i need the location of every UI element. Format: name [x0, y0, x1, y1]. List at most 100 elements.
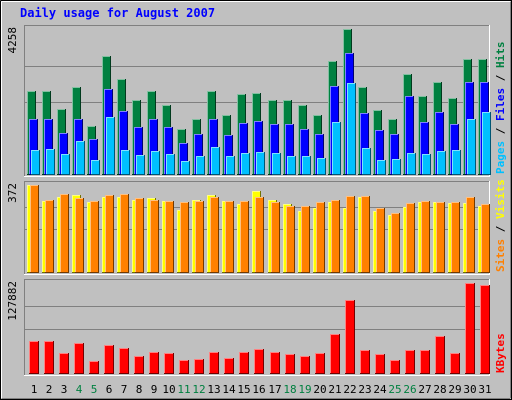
bar-pages-day-15 [241, 153, 250, 175]
bar-sites-day-2 [45, 200, 54, 273]
bar-highlight [465, 82, 474, 175]
bar-sites-day-30 [466, 197, 475, 273]
bar-highlight [134, 127, 143, 175]
bar-highlight [373, 110, 382, 175]
x-axis-labels: 1 2 3 4 5 6 7 8 9 10 11 12 13 14 15 16 17 18 19 20 21 22 23 24 2… [31, 383, 492, 396]
bar-highlight [268, 100, 277, 175]
bar-kbytes-day-22 [345, 300, 355, 374]
bar-highlight [298, 105, 307, 175]
x-tick-label: 24 [373, 383, 387, 396]
bar-highlight [467, 119, 476, 175]
x-tick-label: 5 [91, 383, 98, 396]
bar-shadow [165, 201, 174, 273]
bar-pages-day-8 [136, 155, 145, 175]
bar-files-day-12 [194, 134, 203, 175]
bar-highlight [360, 350, 370, 374]
bar-shadow [149, 352, 159, 374]
bar-shadow [390, 360, 400, 374]
bar-pages-day-24 [377, 160, 386, 175]
bar-highlight [270, 352, 280, 374]
bar-highlight [466, 197, 475, 273]
bar-sites-day-19 [301, 206, 310, 273]
bar-shadow [362, 148, 371, 175]
bar-sites-day-17 [271, 202, 280, 273]
bar-shadow [104, 345, 114, 374]
bar-shadow [150, 200, 159, 273]
bar-shadow [437, 151, 446, 175]
bar-highlight [316, 202, 325, 273]
bar-highlight [149, 119, 158, 175]
bar-shadow [255, 197, 264, 273]
bar-files-day-26 [405, 96, 414, 175]
bar-shadow [405, 350, 415, 374]
x-tick-label: 1 [31, 383, 38, 396]
bar-files-day-1 [29, 119, 38, 175]
bar-sites-day-24 [376, 208, 385, 273]
bar-highlight [388, 119, 397, 175]
bar-highlight [241, 153, 250, 175]
bar-files-day-18 [285, 124, 294, 175]
bar-kbytes-day-10 [164, 353, 174, 374]
bar-sites-day-13 [210, 197, 219, 273]
bar-files-day-28 [435, 112, 444, 175]
bar-highlight [210, 197, 219, 273]
bar-highlight [135, 198, 144, 273]
bar-highlight [29, 341, 39, 374]
bar-kbytes-day-11 [179, 360, 189, 374]
bar-pages-day-9 [151, 151, 160, 175]
bar-shadow [166, 154, 175, 175]
bar-pages-day-4 [76, 141, 85, 175]
bar-sites-day-9 [150, 200, 159, 273]
bar-highlight [256, 152, 265, 175]
bar-sites-day-18 [286, 206, 295, 273]
bar-highlight [44, 119, 53, 175]
bar-highlight [272, 153, 281, 175]
bar-pages-day-21 [332, 122, 341, 175]
bar-pages-day-27 [422, 154, 431, 175]
bar-kbytes-day-8 [134, 356, 144, 374]
bar-shadow [239, 352, 249, 374]
bar-shadow [90, 201, 99, 273]
bar-highlight [180, 202, 189, 273]
legend-entry: Hits [494, 42, 507, 69]
bar-kbytes-day-9 [149, 352, 159, 374]
bar-shadow [435, 336, 445, 374]
bar-shadow [406, 203, 415, 273]
bar-highlight [119, 348, 129, 374]
legend-entry: Pages [494, 141, 507, 174]
series-sites [30, 185, 490, 273]
bar-highlight [361, 196, 370, 273]
bar-highlight [225, 201, 234, 273]
bar-highlight [237, 94, 246, 175]
bar-highlight [147, 91, 156, 175]
x-tick-label: 20 [313, 383, 326, 396]
bar-highlight [422, 154, 431, 175]
bar-files-day-23 [360, 113, 369, 175]
bar-highlight [102, 56, 111, 175]
bar-highlight [59, 133, 68, 175]
bar-shadow [450, 353, 460, 374]
bar-highlight [61, 154, 70, 175]
x-tick-label: 15 [237, 383, 250, 396]
bar-shadow [120, 194, 129, 273]
bar-highlight [179, 360, 189, 374]
bar-shadow [106, 117, 115, 175]
bar-highlight [420, 350, 430, 374]
bar-highlight [433, 82, 442, 175]
bar-highlight [30, 185, 39, 273]
bar-sites-day-10 [165, 201, 174, 273]
bar-highlight [301, 206, 310, 273]
bar-highlight [76, 141, 85, 175]
bar-sites-day-26 [406, 203, 415, 273]
bar-highlight [252, 191, 261, 273]
bar-sites-day-15 [240, 201, 249, 273]
panel-hits: 4258 Pages / Files / Hits [6, 25, 507, 177]
bar-kbytes-day-3 [59, 353, 69, 374]
bar-shadow [422, 154, 431, 175]
bar-kbytes-day-20 [315, 353, 325, 374]
bar-shadow [136, 155, 145, 175]
bar-kbytes-day-14 [224, 358, 234, 374]
bar-highlight [151, 151, 160, 175]
bar-highlight [343, 29, 352, 175]
bar-pages-day-7 [121, 150, 130, 175]
